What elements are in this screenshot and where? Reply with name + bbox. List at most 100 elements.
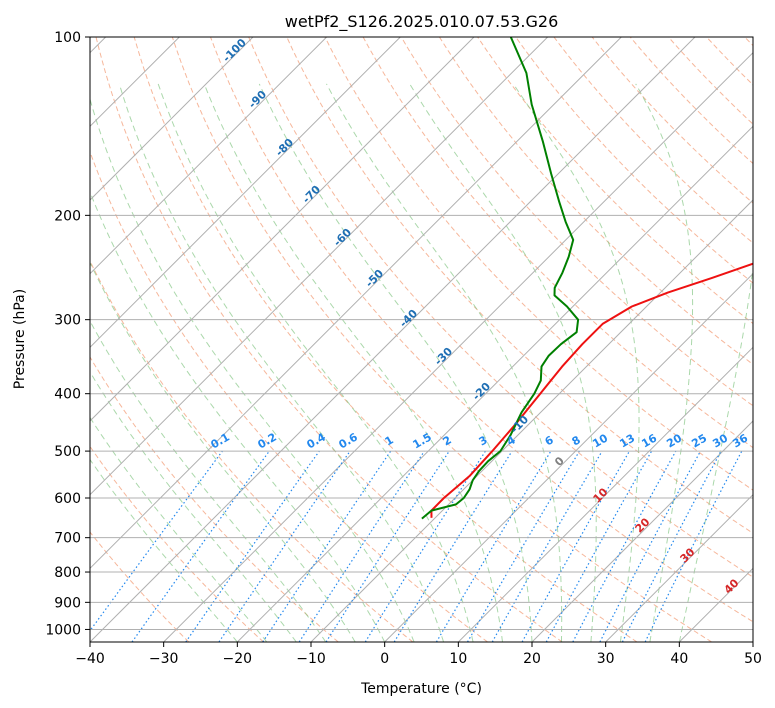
y-axis: 1000 900 800 700 600 500 400 300 200 100 xyxy=(45,30,90,638)
mixing-ratio-line xyxy=(325,450,450,642)
dry-adiabat xyxy=(210,37,753,623)
dry-adiabat xyxy=(706,37,753,86)
dewpoint-line xyxy=(421,37,580,520)
moist-adiabat xyxy=(678,83,753,642)
isotherm-line xyxy=(310,199,753,642)
dry-adiabat xyxy=(133,37,638,642)
mixing-ratio-line xyxy=(131,450,270,642)
lcl-label: 40 xyxy=(722,576,742,596)
y-tick-label: 300 xyxy=(54,313,81,329)
dry-adiabat xyxy=(515,37,753,284)
x-tick-label: −20 xyxy=(223,651,253,667)
mixing-ratio-line xyxy=(599,450,702,642)
moist-adiabat xyxy=(157,83,474,642)
isotherm-line xyxy=(90,37,475,422)
y-tick-label: 100 xyxy=(54,30,81,46)
dry-adiabat xyxy=(90,531,190,642)
isotherm-line xyxy=(752,641,753,642)
isotherm-label: -60 xyxy=(331,226,354,249)
moist-adiabat xyxy=(326,83,563,642)
moist-adiabat xyxy=(258,83,533,642)
y-tick-label: 600 xyxy=(54,491,81,507)
dry-adiabat xyxy=(744,37,753,47)
mixing-ratio-line xyxy=(393,450,513,642)
chart-title: wetPf2_S126.2025.010.07.53.G26 xyxy=(285,12,559,32)
mixing-ratio-line xyxy=(521,450,631,642)
mixing-ratio-line xyxy=(185,450,320,642)
y-tick-label: 400 xyxy=(54,387,81,403)
mixing-ratio-label: 0.4 xyxy=(305,430,329,451)
dry-adiabat xyxy=(90,445,264,642)
isotherm-line xyxy=(90,37,254,201)
y-tick-label: 800 xyxy=(54,565,81,581)
x-tick-label: 20 xyxy=(523,651,541,667)
mixing-ratio-label: 0.1 xyxy=(209,430,232,451)
dry-adiabat xyxy=(90,356,339,642)
mixing-ratio-line xyxy=(572,450,677,642)
pressure-grid xyxy=(90,37,753,630)
isotherm-line xyxy=(384,272,753,642)
moist-adiabat xyxy=(118,83,445,642)
y-axis-label: Pressure (hPa) xyxy=(12,289,28,389)
mixing-ratio-line xyxy=(644,450,743,642)
moist-adiabat xyxy=(90,320,327,642)
dry-adiabat xyxy=(171,37,712,642)
isotherm-line xyxy=(90,37,696,642)
y-tick-label: 500 xyxy=(54,444,81,460)
lcl-label: 10 xyxy=(591,485,611,505)
moist-adiabat xyxy=(203,83,503,642)
x-tick-label: −30 xyxy=(149,651,179,667)
mixing-ratio-label: 6 xyxy=(543,433,556,448)
isotherm-line xyxy=(90,37,401,349)
lcl-label: 30 xyxy=(678,545,698,565)
moist-adiabat xyxy=(409,83,597,642)
dry-adiabat xyxy=(400,37,753,407)
dry-adiabat xyxy=(324,37,753,491)
y-tick-label: 900 xyxy=(54,595,81,611)
moist-adiabat xyxy=(90,97,415,642)
moist-adiabat xyxy=(90,416,268,642)
mixing-ratio-line xyxy=(298,450,425,642)
moist-adiabat xyxy=(90,370,297,642)
x-axis-label: Temperature (°C) xyxy=(360,681,482,697)
isotherm-line xyxy=(90,37,328,275)
lcl-label: 20 xyxy=(633,515,653,535)
isotherm-line xyxy=(236,125,753,642)
moist-adiabat xyxy=(635,83,694,642)
moist-adiabat xyxy=(90,261,356,642)
in-plot-labels: -100-90-80-70-60-50-40-30-20-100.1 0.2 0.4… xyxy=(209,36,751,597)
x-tick-label: 30 xyxy=(597,651,615,667)
x-tick-label: 50 xyxy=(744,651,762,667)
profile-lines xyxy=(421,37,753,520)
x-tick-label: −40 xyxy=(75,651,105,667)
x-tick-label: 40 xyxy=(670,651,688,667)
mixing-ratio-line xyxy=(466,450,580,642)
dry-adiabat xyxy=(90,150,488,642)
dry-adiabat xyxy=(90,259,414,642)
x-tick-label: 0 xyxy=(380,651,389,667)
y-tick-label: 700 xyxy=(54,531,81,547)
isotherm-label: -30 xyxy=(432,345,455,368)
mixing-ratio-line xyxy=(90,450,223,632)
isotherm-label: -80 xyxy=(273,136,296,159)
isotherm-line xyxy=(457,346,753,642)
dry-adiabat xyxy=(95,37,563,642)
x-axis: −40 −30 −20 −10 0 10 20 30 40 50 xyxy=(75,642,762,667)
isotherm-label: -100 xyxy=(220,36,249,65)
x-tick-label: 10 xyxy=(449,651,467,667)
isotherm-line xyxy=(605,493,753,642)
isotherm-label: -40 xyxy=(397,307,420,330)
mixing-ratio-line xyxy=(218,450,351,642)
mixing-ratio-label: 10 xyxy=(590,431,610,450)
x-tick-label: −10 xyxy=(296,651,326,667)
plot-frame xyxy=(89,36,754,643)
dry-adiabat xyxy=(248,37,753,578)
mixing-ratio-label: 1 xyxy=(383,433,396,448)
isotherm-label: -90 xyxy=(246,88,269,111)
mixing-ratio-label: 25 xyxy=(689,432,709,451)
mixing-ratio-label: 30 xyxy=(710,431,730,450)
dry-adiabat xyxy=(438,37,753,366)
y-tick-label: 200 xyxy=(54,208,81,224)
isotherm-line xyxy=(90,37,549,496)
